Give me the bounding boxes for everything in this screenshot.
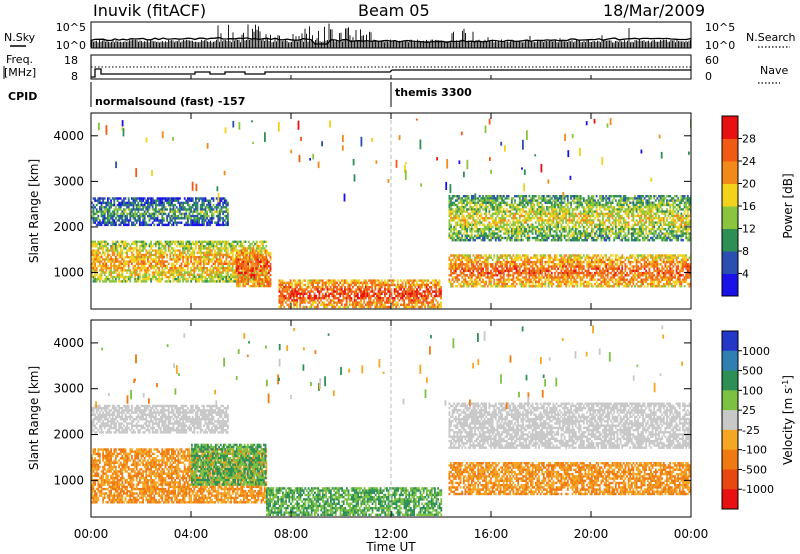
nave-tick-top: 60 [705, 54, 719, 67]
cpid-row: normalsound (fast) -157 themis 3300 [90, 82, 472, 108]
power-scale-label: Power [dB] [781, 173, 795, 238]
velocity-scale-label: Velocity [m s-1] [781, 375, 795, 465]
colorbar-tick-label: 16 [742, 200, 756, 213]
station-title: Inuvik (fitACF) [93, 1, 206, 20]
velocity-colorbar: 1000 500 100 25 -25 -100 -500 -1000 Velocity [m… [721, 330, 795, 510]
colorbar-tick-label: 500 [742, 365, 763, 378]
x-tick-label: 00:00 [674, 527, 709, 541]
colorbar-segment [722, 331, 738, 352]
colorbar-segment [722, 228, 738, 252]
colorbar-tick-label: -500 [742, 463, 767, 476]
noise-strip: 10^5 10^0 10^5 10^0 N.Sky N.Search [4, 21, 796, 52]
mhz-label: [MHz] [4, 66, 36, 79]
x-tick-label: 00:00 [74, 527, 109, 541]
colorbar-segment [722, 138, 738, 162]
freq-tick-bottom: 8 [71, 70, 78, 83]
colorbar-segment [722, 183, 738, 207]
colorbar-segment [722, 370, 738, 391]
cpid-segment-2: themis 3300 [395, 86, 472, 99]
colorbar-segment [722, 116, 738, 139]
y-tick-label: 3000 [53, 382, 84, 396]
x-axis-label: Time UT [365, 540, 416, 554]
colorbar-tick-label: 1000 [742, 345, 770, 358]
colorbar-tick-label: -100 [742, 444, 767, 457]
colorbar-tick-label: 100 [742, 384, 763, 397]
colorbar-tick-label: 20 [742, 178, 756, 191]
x-tick-label: 16:00 [474, 527, 509, 541]
beam-title: Beam 05 [358, 1, 430, 20]
colorbar-segment [722, 489, 738, 510]
noise-tick-top-left: 10^5 [56, 21, 86, 34]
colorbar-segment [722, 350, 738, 372]
freq-tick-top: 18 [64, 54, 78, 67]
colorbar-tick-label: 25 [742, 404, 756, 417]
nsky-label: N.Sky [4, 31, 36, 44]
y-axis-label-power: Slant Range [km] [27, 159, 41, 263]
colorbar-tick-label: 12 [742, 223, 756, 236]
frequency-strip: 18 8 60 0 Freq. [MHz] Nave CPID [3, 53, 788, 103]
y-tick-label: 1000 [53, 266, 84, 280]
x-tick-label: 08:00 [274, 527, 309, 541]
noise-tick-bottom-left: 10^0 [56, 39, 86, 52]
y-tick-label: 4000 [53, 336, 84, 350]
colorbar-segment [722, 251, 738, 274]
colorbar-segment [722, 206, 738, 229]
x-tick-label: 20:00 [574, 527, 609, 541]
cpid-segment-1: normalsound (fast) -157 [95, 95, 245, 108]
colorbar-segment [722, 161, 738, 184]
noise-tick-top-right: 10^5 [705, 21, 735, 34]
x-tick-label: 04:00 [174, 527, 209, 541]
colorbar-tick-label: 8 [742, 245, 749, 258]
x-tick-label: 12:00 [374, 527, 409, 541]
colorbar-segment [722, 273, 738, 297]
nsearch-label: N.Search [746, 31, 796, 44]
colorbar-tick-label: 28 [742, 133, 756, 146]
colorbar-segment [722, 449, 738, 470]
noise-tick-bottom-right: 10^0 [705, 39, 735, 52]
colorbar-segment [722, 429, 738, 451]
y-tick-label: 2000 [53, 428, 84, 442]
y-tick-label: 4000 [53, 129, 84, 143]
colorbar-tick-label: 24 [742, 155, 756, 168]
colorbar-segment [722, 469, 738, 490]
date-title: 18/Mar/2009 [603, 1, 705, 20]
power-panel: 1000 2000 3000 4000 [53, 112, 692, 310]
colorbar-tick-label: -1000 [742, 483, 774, 496]
nave-label: Nave [760, 64, 788, 77]
colorbar-tick-label: 4 [742, 268, 749, 281]
power-colorbar: 4 8 12 16 20 24 28 Power [dB] [721, 115, 795, 297]
y-tick-label: 2000 [53, 220, 84, 234]
y-tick-label: 1000 [53, 473, 84, 487]
nave-tick-bottom: 0 [705, 70, 712, 83]
y-axis-label-velocity: Slant Range [km] [27, 366, 41, 470]
cpid-label: CPID [8, 90, 37, 103]
colorbar-tick-label: -25 [742, 424, 760, 437]
colorbar-segment [722, 410, 738, 431]
colorbar-segment [722, 390, 738, 411]
y-tick-label: 3000 [53, 174, 84, 188]
velocity-panel: 1000 2000 3000 4000 [53, 319, 692, 518]
freq-label: Freq. [6, 53, 33, 66]
